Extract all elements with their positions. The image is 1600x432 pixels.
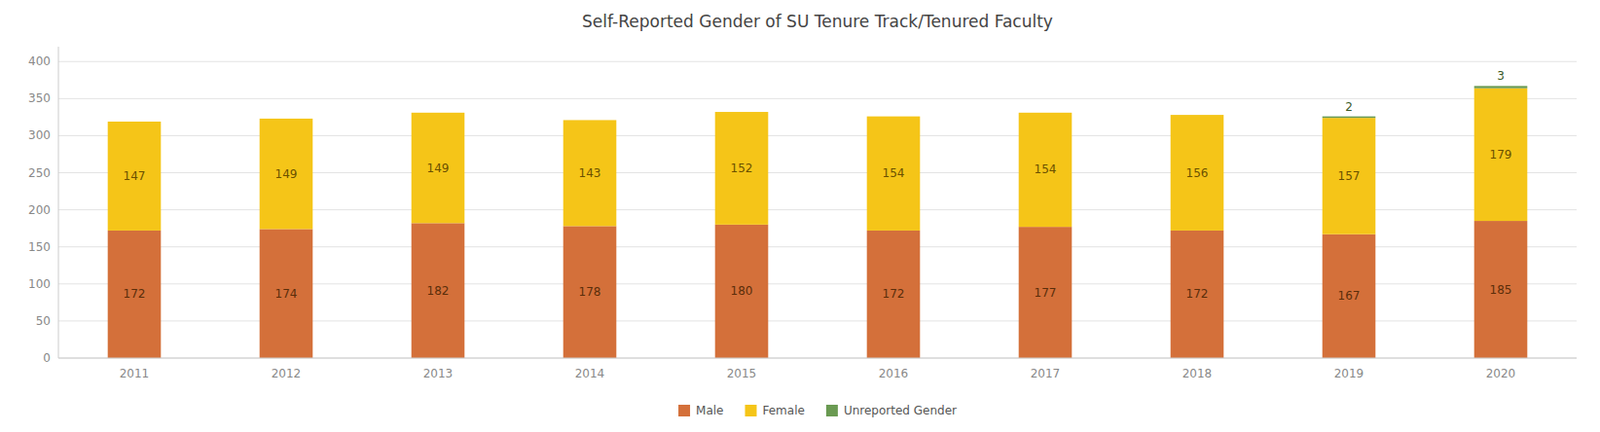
bar-segment <box>1474 85 1528 88</box>
data-label: 177 <box>1034 286 1057 300</box>
bar-segment <box>1322 117 1377 235</box>
data-labels: 172 147 174 149 182 149 178 143 180 152 172 154 177 1… <box>123 69 1513 303</box>
bar-segment <box>1018 226 1073 359</box>
legend-item: Unreported Gender <box>826 403 957 418</box>
bar-segment <box>563 225 618 359</box>
bar-segment <box>259 228 314 359</box>
x-tick-label: 2013 <box>423 366 454 381</box>
y-tick-label: 50 <box>36 314 51 328</box>
x-axis-line <box>58 358 1577 360</box>
chart-container: Self-Reported Gender of SU Tenure Track/… <box>0 0 1600 432</box>
y-tick-label: 150 <box>28 240 51 255</box>
bar-segment <box>1474 220 1528 359</box>
x-tick-label: 2011 <box>119 366 150 381</box>
data-label: 152 <box>730 161 754 176</box>
bar-segment <box>1170 230 1225 359</box>
bar-segment <box>259 118 314 230</box>
bar-segment <box>1018 112 1073 227</box>
bar-segment <box>1474 88 1528 221</box>
bar-segment <box>563 119 618 226</box>
data-label: 147 <box>123 169 146 183</box>
grid-line <box>58 61 1577 63</box>
x-tick-label: 2017 <box>1030 366 1061 381</box>
title: Self-Reported Gender of SU Tenure Track/… <box>581 11 1054 32</box>
bar-segment <box>1170 114 1225 116</box>
bar-segment <box>867 230 921 359</box>
data-label: 179 <box>1490 147 1513 162</box>
x-tick-label: 2016 <box>878 366 910 381</box>
grid-line <box>58 358 1577 360</box>
x-tick-label: 2015 <box>727 366 758 381</box>
bar-segment <box>411 222 466 359</box>
bar-segment <box>867 115 921 117</box>
y-tick-label: 100 <box>28 277 51 291</box>
legend-swatch <box>744 404 757 417</box>
y-tick-label: 400 <box>28 54 51 69</box>
bars <box>108 85 1528 359</box>
bar-segment <box>108 230 162 359</box>
x-tick-label: 2019 <box>1334 366 1365 381</box>
data-label: 154 <box>882 166 906 181</box>
bar-segment <box>715 224 769 359</box>
bar-segment <box>1170 114 1225 231</box>
bar-segment <box>1322 116 1377 119</box>
data-label: 2 <box>1345 100 1353 114</box>
data-label: 172 <box>1186 287 1209 301</box>
grid <box>58 61 1577 359</box>
legend-swatch <box>678 404 691 417</box>
data-label: 172 <box>882 287 906 301</box>
x-tick-label: 2018 <box>1182 366 1213 381</box>
y-tick-label: 350 <box>28 91 51 106</box>
bar-segment <box>1322 234 1377 359</box>
bar-segment <box>867 116 921 231</box>
data-label: 3 <box>1496 69 1505 83</box>
data-label: 172 <box>123 287 146 301</box>
bar-segment <box>411 112 466 224</box>
bar-segment <box>108 121 162 231</box>
y-tick-label: 250 <box>28 166 51 181</box>
data-label: 143 <box>579 166 602 181</box>
legend-item: Female <box>744 403 804 418</box>
x-tick-label: 2012 <box>271 366 302 381</box>
bar-segment <box>108 120 162 122</box>
data-label: 157 <box>1338 169 1361 183</box>
x-tick-label: 2020 <box>1486 366 1517 381</box>
bar-segment <box>259 117 314 119</box>
data-label: 174 <box>275 287 298 301</box>
legend-swatch <box>826 404 838 417</box>
bar-segment <box>715 111 769 113</box>
data-label: 180 <box>730 284 754 298</box>
y-tick-label: 0 <box>42 351 51 365</box>
y-tick-label: 200 <box>28 203 51 218</box>
data-label: 178 <box>579 285 602 299</box>
y-tick-label: 300 <box>28 128 51 143</box>
legend-label: Male <box>695 403 724 418</box>
bar-segment <box>1018 111 1073 113</box>
data-label: 154 <box>1034 162 1057 177</box>
y-axis-line <box>58 46 60 359</box>
data-label: 149 <box>427 161 450 176</box>
data-label: 156 <box>1186 166 1209 181</box>
legend: Male Female Unreported Gender <box>678 403 957 418</box>
data-label: 149 <box>275 167 298 182</box>
data-label: 167 <box>1338 289 1361 303</box>
data-label: 182 <box>427 284 450 298</box>
legend-label: Unreported Gender <box>843 403 957 418</box>
data-label: 185 <box>1490 283 1513 297</box>
legend-label: Female <box>762 403 804 418</box>
x-tick-label: 2014 <box>575 366 606 381</box>
bar-segment <box>563 119 618 121</box>
bar-segment <box>715 111 769 225</box>
legend-item: Male <box>678 403 724 418</box>
chart: Self-Reported Gender of SU Tenure Track/… <box>0 0 1600 432</box>
bar-segment <box>411 111 466 113</box>
